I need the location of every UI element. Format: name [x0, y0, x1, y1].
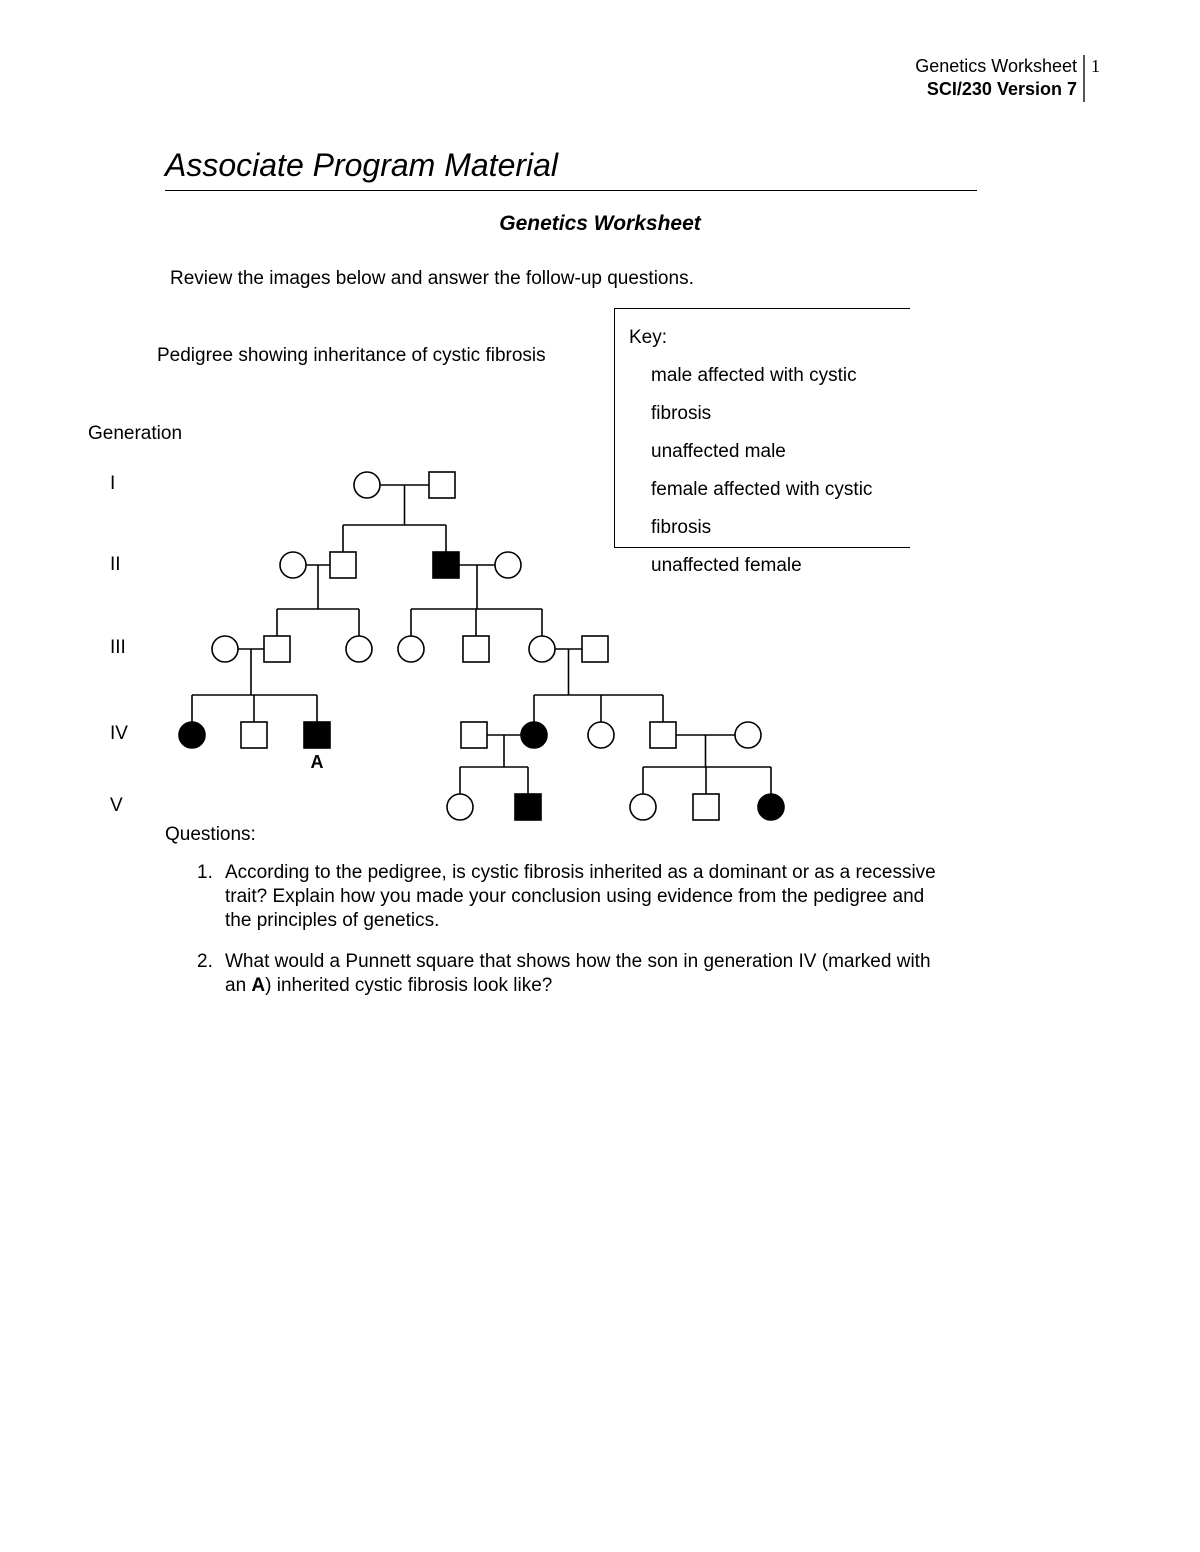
- page-number: 1: [1091, 56, 1100, 76]
- legend-title: Key:: [629, 319, 896, 357]
- pedigree-caption: Pedigree showing inheritance of cystic f…: [157, 345, 546, 367]
- generation-heading: Generation: [88, 423, 182, 445]
- question-text: According to the pedigree, is cystic fib…: [225, 861, 942, 932]
- pedigree-chart: A: [90, 450, 850, 840]
- svg-text:A: A: [311, 752, 324, 772]
- questions-heading: Questions:: [165, 824, 256, 846]
- legend-item: male affected with cystic fibrosis: [651, 357, 896, 433]
- header-line2: SCI/230 Version 7: [927, 78, 1085, 101]
- header-line1: Genetics Worksheet: [915, 55, 1085, 78]
- main-title: Associate Program Material: [165, 147, 977, 191]
- page-header: Genetics Worksheet1 SCI/230 Version 71: [915, 55, 1100, 102]
- question-number: 1.: [197, 861, 225, 932]
- question-text: What would a Punnett square that shows h…: [225, 950, 942, 998]
- instructions-text: Review the images below and answer the f…: [170, 268, 694, 290]
- questions-list: 1. According to the pedigree, is cystic …: [197, 861, 942, 1016]
- question-number: 2.: [197, 950, 225, 998]
- question-item: 1. According to the pedigree, is cystic …: [197, 861, 942, 932]
- subtitle: Genetics Worksheet: [0, 212, 1200, 236]
- question-item: 2. What would a Punnett square that show…: [197, 950, 942, 998]
